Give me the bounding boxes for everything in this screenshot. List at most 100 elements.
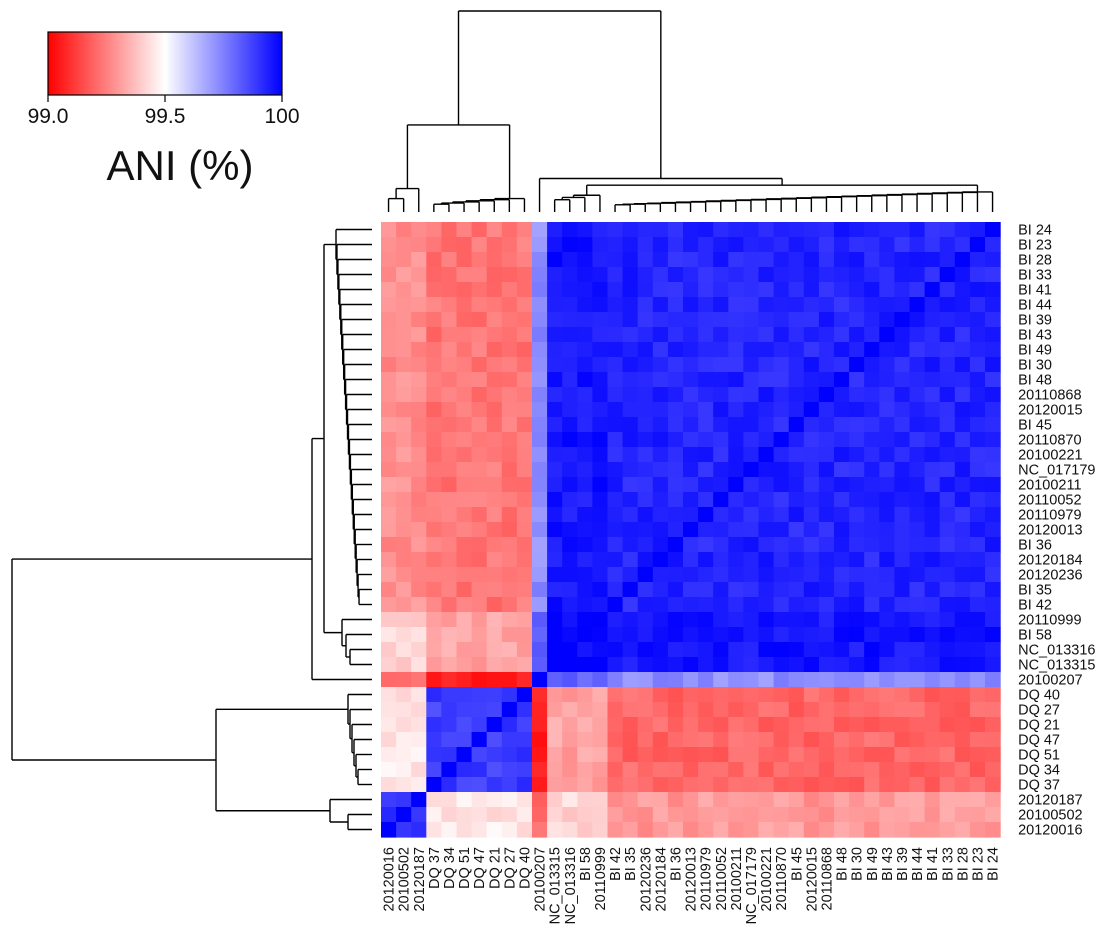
heatmap-cell — [683, 342, 699, 358]
heatmap-cell — [773, 687, 790, 703]
heatmap-cell — [683, 822, 699, 838]
heatmap-cell — [652, 792, 669, 808]
heatmap-cell — [441, 477, 458, 493]
heatmap-cell — [788, 642, 805, 658]
color-legend: 99.0 99.5 100 ANI (%) — [28, 31, 300, 189]
heatmap-cell — [426, 612, 442, 628]
heatmap-cell — [532, 642, 548, 658]
heatmap-cell — [607, 507, 624, 523]
heatmap-cell — [939, 432, 956, 448]
column-label: 20100221 — [759, 847, 775, 912]
heatmap-cell — [637, 507, 654, 523]
heatmap-cell — [652, 612, 669, 628]
heatmap-cell — [894, 297, 911, 313]
heatmap-cell — [788, 597, 805, 613]
heatmap-cell — [381, 612, 397, 628]
heatmap-cell — [713, 507, 729, 523]
heatmap-cell — [818, 582, 835, 598]
heatmap-cell — [924, 552, 941, 568]
heatmap-cell — [818, 267, 835, 283]
heatmap-cell — [818, 627, 835, 643]
heatmap-cell — [698, 567, 714, 583]
heatmap-cell — [788, 312, 805, 328]
heatmap-cell — [758, 237, 775, 253]
heatmap-cell — [728, 582, 744, 598]
heatmap-cell — [698, 702, 714, 718]
heatmap-cell — [969, 477, 986, 493]
heatmap-cell — [879, 687, 895, 703]
heatmap-cell — [577, 792, 593, 808]
heatmap-cell — [939, 552, 956, 568]
heatmap-cell — [592, 627, 609, 643]
heatmap-cell — [683, 387, 699, 403]
heatmap-cell — [607, 342, 624, 358]
heatmap-cell — [924, 297, 941, 313]
heatmap-cell — [456, 462, 473, 478]
heatmap-cell — [486, 807, 503, 823]
heatmap-cell — [667, 432, 684, 448]
heatmap-cell — [758, 537, 775, 553]
heatmap-cell — [501, 792, 518, 808]
heatmap-cell — [516, 627, 533, 643]
heatmap-cell — [396, 507, 412, 523]
heatmap-cell — [381, 222, 397, 238]
heatmap-cell — [652, 477, 669, 493]
heatmap-cell — [758, 282, 775, 298]
heatmap-cell — [441, 612, 458, 628]
heatmap-cell — [592, 387, 609, 403]
heatmap-cell — [939, 567, 956, 583]
heatmap-cell — [667, 297, 684, 313]
heatmap-cell — [396, 237, 412, 253]
heatmap-cell — [788, 672, 805, 688]
heatmap-cell — [683, 672, 699, 688]
heatmap-cell — [577, 447, 593, 463]
heatmap-cell — [471, 597, 488, 613]
heatmap-cell — [547, 312, 563, 328]
heatmap-cell — [909, 732, 926, 748]
heatmap-cell — [577, 387, 593, 403]
heatmap-cell — [728, 492, 744, 508]
heatmap-cell — [441, 732, 458, 748]
heatmap-cell — [698, 447, 714, 463]
heatmap-cell — [607, 492, 624, 508]
heatmap-cell — [667, 582, 684, 598]
heatmap-cell — [456, 417, 473, 433]
heatmap-cell — [486, 327, 503, 343]
heatmap-cell — [894, 582, 911, 598]
heatmap-cell — [743, 777, 760, 793]
heatmap-cell — [411, 522, 427, 538]
heatmap-cell — [532, 447, 548, 463]
heatmap-cell — [803, 807, 820, 823]
heatmap-cell — [532, 657, 548, 673]
heatmap-cell — [381, 582, 397, 598]
heatmap-cell — [471, 237, 488, 253]
column-label: BI 49 — [865, 847, 881, 881]
heatmap-cell — [562, 312, 578, 328]
heatmap-cell — [864, 597, 880, 613]
heatmap-cell — [456, 762, 473, 778]
heatmap-cell — [803, 732, 820, 748]
heatmap-cell — [773, 612, 790, 628]
heatmap-cell — [698, 822, 714, 838]
heatmap-cell — [834, 462, 850, 478]
heatmap-cell — [879, 282, 895, 298]
heatmap-cell — [743, 687, 760, 703]
heatmap-cell — [818, 297, 835, 313]
heatmap-cell — [683, 477, 699, 493]
heatmap-cell — [924, 687, 941, 703]
heatmap-cell — [547, 507, 563, 523]
heatmap-cell — [713, 597, 729, 613]
heatmap-cell — [547, 492, 563, 508]
heatmap-cell — [396, 492, 412, 508]
heatmap-cell — [985, 222, 1001, 238]
heatmap-cell — [501, 732, 518, 748]
heatmap-cell — [849, 477, 865, 493]
heatmap-cell — [622, 282, 639, 298]
row-label: 20110870 — [1018, 433, 1081, 449]
heatmap-cell — [909, 342, 926, 358]
row-label: 20100502 — [1018, 808, 1083, 824]
heatmap-cell — [683, 807, 699, 823]
heatmap-cell — [924, 777, 941, 793]
heatmap-cell — [562, 537, 578, 553]
heatmap-cell — [547, 597, 563, 613]
